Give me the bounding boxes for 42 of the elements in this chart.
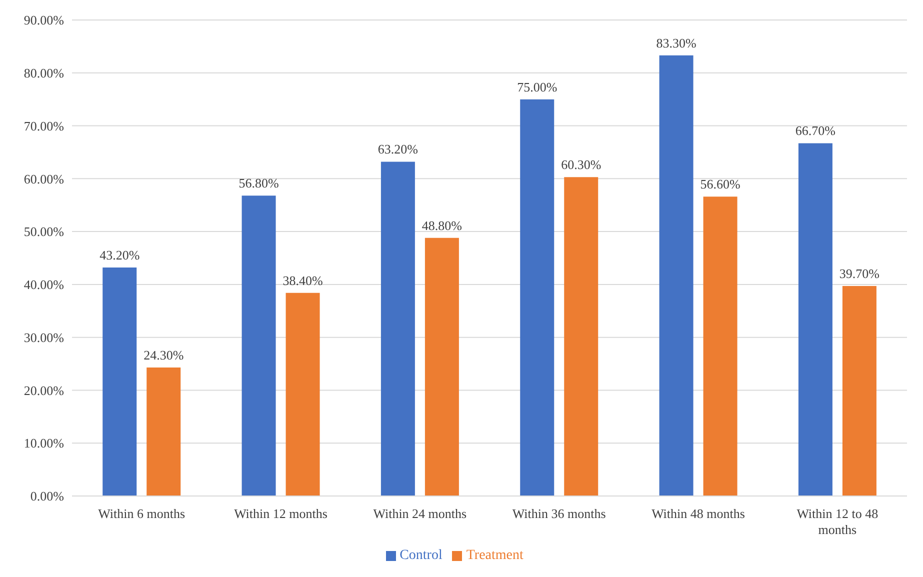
- y-tick-label: 70.00%: [24, 118, 64, 134]
- x-tick-label: Within 36 months: [512, 506, 606, 521]
- data-label: 83.30%: [656, 35, 696, 50]
- bar: [659, 55, 694, 496]
- x-tick-label: Within 48 months: [652, 506, 745, 521]
- data-label: 66.70%: [795, 123, 836, 138]
- x-tick-label: Within 12 to 48 months: [796, 506, 878, 537]
- y-tick-label: 20.00%: [24, 382, 64, 398]
- data-label: 43.20%: [100, 248, 140, 263]
- data-label: 24.30%: [144, 347, 184, 362]
- data-label: 60.30%: [561, 157, 602, 172]
- data-label: 56.80%: [238, 176, 279, 191]
- x-tick-label: Within 12 months: [234, 506, 328, 521]
- x-tick-label: Within 6 months: [98, 506, 186, 521]
- data-label: 75.00%: [517, 79, 558, 94]
- data-label: 48.80%: [422, 218, 462, 233]
- bar: [102, 268, 137, 496]
- y-tick-label: 40.00%: [24, 277, 64, 292]
- bar: [146, 367, 181, 496]
- y-tick-label: 90.00%: [24, 12, 64, 28]
- y-tick-label: 30.00%: [24, 330, 64, 345]
- bar: [520, 99, 554, 496]
- data-label: 38.40%: [282, 272, 323, 288]
- legend-label: Treatment: [466, 548, 524, 563]
- bar: [703, 196, 738, 496]
- bar: [564, 177, 598, 496]
- bar: [842, 286, 876, 496]
- y-tick-label: 0.00%: [30, 488, 64, 504]
- y-tick-label: 60.00%: [24, 171, 64, 186]
- data-label: 63.20%: [378, 142, 418, 157]
- bar: [242, 196, 276, 496]
- y-tick-label: 10.00%: [24, 436, 64, 451]
- data-label: 56.60%: [700, 176, 740, 192]
- data-label: 39.70%: [839, 266, 880, 282]
- x-tick-label: Within 24 months: [373, 506, 467, 521]
- bar: [424, 238, 459, 496]
- bar: [798, 143, 832, 496]
- y-tick-label: 50.00%: [24, 224, 64, 240]
- bar: [380, 162, 415, 496]
- bar: [286, 292, 320, 496]
- y-tick-label: 80.00%: [24, 66, 64, 81]
- legend-label: Control: [400, 548, 442, 563]
